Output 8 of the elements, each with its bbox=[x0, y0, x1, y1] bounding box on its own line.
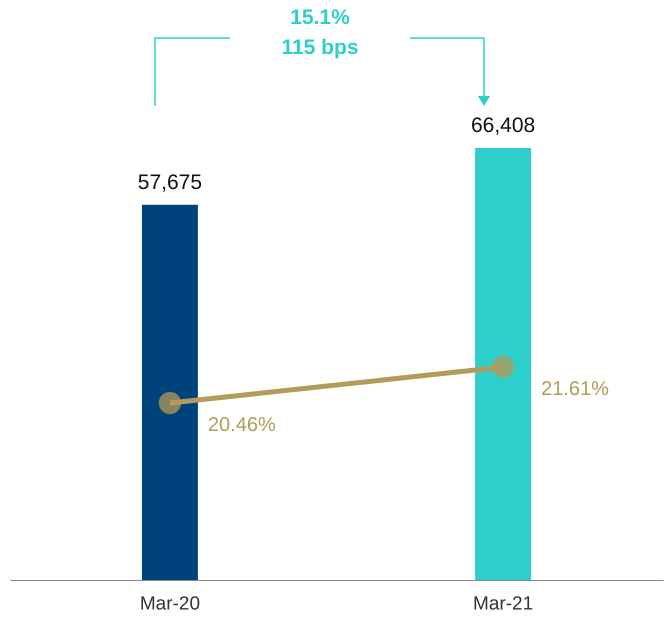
data-label: 66,408 bbox=[470, 114, 536, 137]
text: 115 bps bbox=[280, 36, 360, 60]
data-label: 57,675 bbox=[138, 170, 202, 194]
x-tick-label: Mar-20 bbox=[140, 594, 200, 614]
x-tick-label: Mar-21 bbox=[472, 594, 534, 614]
data-label: 20.46% bbox=[208, 414, 276, 436]
data-label: 21.61% bbox=[541, 378, 610, 400]
text: 15.1% bbox=[289, 6, 351, 30]
